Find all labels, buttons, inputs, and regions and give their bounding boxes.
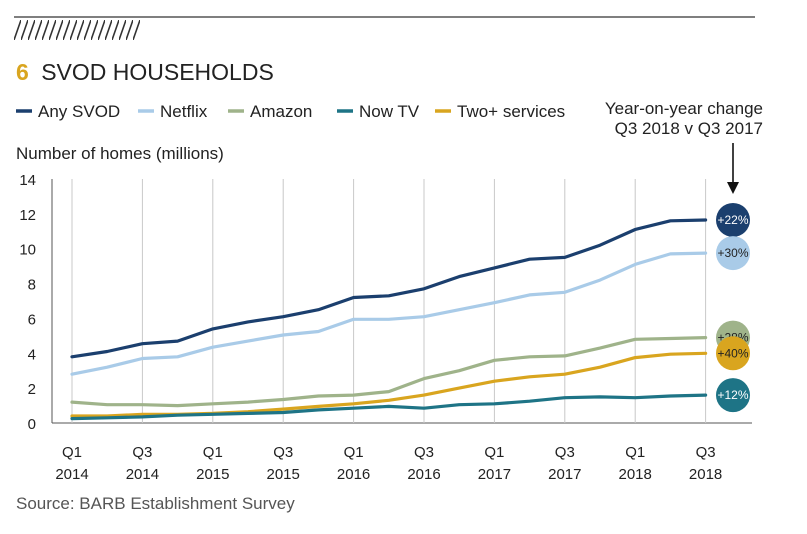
source-note: Source: BARB Establishment Survey (16, 494, 295, 513)
annotation-arrow (727, 143, 739, 194)
legend-label-netflix: Netflix (160, 102, 208, 121)
chart-title-number: 6 (16, 59, 29, 85)
x-tick-label-year: 2015 (196, 466, 229, 483)
x-tick-label-quarter: Q1 (484, 444, 504, 461)
change-badge-label-netflix: +30% (717, 246, 748, 260)
change-badge-netflix (716, 236, 750, 271)
change-badge-label-two-services: +40% (717, 346, 748, 360)
y-tick-label: 0 (28, 416, 36, 433)
x-tick-label-quarter: Q3 (132, 444, 152, 461)
annotation-line-2: Q3 2018 v Q3 2017 (615, 119, 763, 138)
y-tick-label: 8 (28, 277, 36, 294)
x-tick-label-year: 2017 (478, 466, 511, 483)
legend-label-any-svod: Any SVOD (38, 102, 120, 121)
x-tick-label-quarter: Q1 (62, 444, 82, 461)
legend-label-amazon: Amazon (250, 102, 312, 121)
y-tick-label: 4 (28, 346, 36, 363)
x-tick-label-year: 2018 (689, 466, 722, 483)
chart-title: 6 SVOD HOUSEHOLDS (16, 59, 274, 85)
change-badge-label-now-tv: +12% (717, 388, 748, 402)
x-tick-label-year: 2016 (337, 466, 370, 483)
x-tick-label-quarter: Q3 (696, 444, 716, 461)
x-tick-label-year: 2014 (126, 466, 159, 483)
x-tick-label-quarter: Q3 (414, 444, 434, 461)
x-tick-label-year: 2018 (619, 466, 652, 483)
x-tick-label-year: 2014 (55, 466, 88, 483)
x-tick-label-quarter: Q3 (273, 444, 293, 461)
chart-legend: Any SVOD Netflix Amazon Now TV Two+ services (16, 102, 565, 121)
change-badge-label-any-svod: +22% (717, 213, 748, 227)
chart-title-text: SVOD HOUSEHOLDS (41, 59, 274, 85)
y-axis-title: Number of homes (millions) (16, 144, 224, 163)
change-badge-any-svod (716, 202, 750, 237)
annotation-line-1: Year-on-year change (605, 99, 763, 118)
x-tick-label-year: 2015 (267, 466, 300, 483)
series-line-netflix (70, 251, 708, 376)
x-axis-ticks: Q1 2014 Q3 2014 Q1 2015 Q3 2015 Q1 2016 Q3 2016 Q1 20… (55, 444, 722, 483)
legend-label-two-services: Two+ services (457, 102, 565, 121)
x-tick-label-quarter: Q3 (555, 444, 575, 461)
series-lines (70, 218, 708, 421)
x-tick-label-year: 2017 (548, 466, 581, 483)
series-line-any-svod (70, 218, 708, 359)
series-line-now-tv (70, 393, 708, 421)
x-tick-label-quarter: Q1 (625, 444, 645, 461)
y-tick-label: 2 (28, 381, 36, 398)
y-tick-label: 12 (19, 207, 36, 224)
y-axis-ticks: 0 2 4 6 8 10 12 14 (19, 172, 36, 433)
y-tick-label: 6 (28, 311, 36, 328)
change-badges: +22%+30%+28%+12%+40% (716, 202, 750, 413)
change-badge-two-services (716, 336, 750, 371)
y-tick-label: 14 (19, 172, 36, 189)
change-badge-now-tv (716, 378, 750, 413)
x-tick-label-year: 2016 (407, 466, 440, 483)
y-tick-label: 10 (19, 242, 36, 259)
x-tick-label-quarter: Q1 (203, 444, 223, 461)
legend-label-now-tv: Now TV (359, 102, 420, 121)
header-hatch-decoration (14, 20, 140, 40)
series-line-amazon (70, 336, 708, 408)
x-tick-label-quarter: Q1 (344, 444, 364, 461)
grid-lines (51, 179, 752, 424)
